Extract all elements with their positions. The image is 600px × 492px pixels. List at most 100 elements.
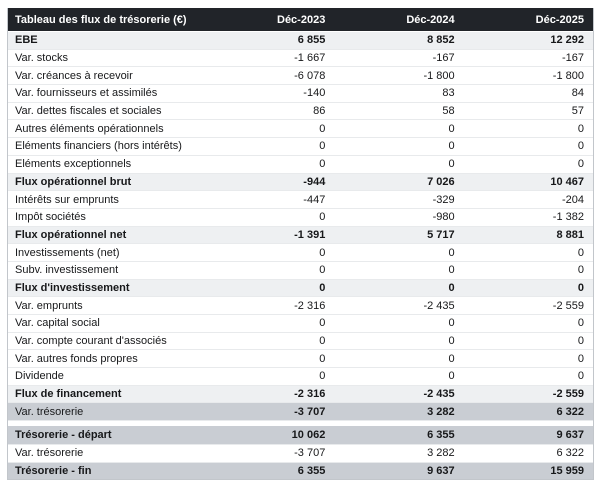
row-value: 12 292 — [550, 34, 584, 47]
row-value: -980 — [432, 211, 455, 224]
row-value: -1 800 — [552, 69, 584, 82]
row-value: 6 355 — [427, 428, 455, 441]
row-value: 0 — [448, 158, 455, 171]
row-value: 0 — [319, 140, 326, 153]
row-value: 0 — [319, 122, 326, 135]
table-header-row: Tableau des flux de trésorerie (€) Déc-2… — [8, 8, 593, 31]
row-value: -1 391 — [294, 228, 326, 241]
row-value: 58 — [442, 105, 455, 118]
row-value: 0 — [319, 317, 326, 330]
row-value: 9 637 — [556, 428, 584, 441]
row-value: -447 — [303, 193, 326, 206]
table-row: Var. autres fonds propres 0 0 0 — [8, 349, 593, 368]
row-label: Var. capital social — [15, 317, 100, 330]
table-row: Trésorerie - départ 10 062 6 355 9 637 — [8, 426, 593, 444]
row-value: 0 — [448, 335, 455, 348]
table-row: Trésorerie - fin 6 355 9 637 15 959 — [8, 461, 593, 480]
row-value: 0 — [577, 352, 584, 365]
row-value: 6 322 — [556, 447, 584, 460]
row-label: Var. dettes fiscales et sociales — [15, 105, 162, 118]
row-label: Var. créances à recevoir — [15, 69, 133, 82]
row-value: 57 — [571, 105, 584, 118]
row-label: Var. trésorerie — [15, 405, 84, 418]
row-label: Trésorerie - fin — [15, 464, 92, 477]
row-label: Autres éléments opérationnels — [15, 122, 164, 135]
row-value: 0 — [577, 264, 584, 277]
row-label: Flux opérationnel brut — [15, 175, 132, 188]
table-summary-section: Trésorerie - départ 10 062 6 355 9 637 V… — [8, 426, 593, 480]
row-value: 0 — [319, 281, 326, 294]
row-value: -6 078 — [294, 69, 326, 82]
table-row: Autres éléments opérationnels 0 0 0 — [8, 119, 593, 138]
row-value: 0 — [448, 140, 455, 153]
row-value: 0 — [577, 158, 584, 171]
row-label: Eléments exceptionnels — [15, 158, 132, 171]
row-value: -2 435 — [423, 388, 455, 401]
row-label: Flux de financement — [15, 388, 122, 401]
row-label: Investissements (net) — [15, 246, 120, 259]
row-label: Trésorerie - départ — [15, 428, 112, 441]
row-label: Var. compte courant d'associés — [15, 335, 167, 348]
row-value: 0 — [577, 370, 584, 383]
row-value: -944 — [303, 175, 326, 188]
row-value: 6 322 — [556, 405, 584, 418]
table-row: Var. dettes fiscales et sociales 86 58 5… — [8, 101, 593, 120]
row-value: 0 — [319, 158, 326, 171]
row-value: 0 — [577, 317, 584, 330]
column-header-dec-2024: Déc-2024 — [406, 13, 455, 26]
table-row: Var. emprunts -2 316 -2 435 -2 559 — [8, 296, 593, 314]
table-row: EBE 6 855 8 852 12 292 — [8, 31, 593, 49]
row-value: 86 — [313, 105, 326, 118]
row-value: -1 667 — [294, 52, 326, 65]
table-row: Eléments exceptionnels 0 0 0 — [8, 154, 593, 173]
row-value: 0 — [577, 335, 584, 348]
row-value: 84 — [571, 87, 584, 100]
row-value: -2 559 — [552, 388, 584, 401]
row-label: Flux opérationnel net — [15, 228, 127, 241]
row-label: Var. fournisseurs et assimilés — [15, 87, 158, 100]
table-row: Var. compte courant d'associés 0 0 0 — [8, 331, 593, 350]
row-label: Dividende — [15, 370, 64, 383]
row-label: Var. trésorerie — [15, 447, 84, 460]
row-label: Var. emprunts — [15, 299, 83, 312]
row-value: 0 — [577, 140, 584, 153]
row-value: 0 — [448, 246, 455, 259]
table-row: Subv. investissement 0 0 0 — [8, 260, 593, 279]
row-label: Eléments financiers (hors intérêts) — [15, 140, 182, 153]
row-value: -167 — [432, 52, 455, 65]
row-value: 10 467 — [550, 175, 584, 188]
row-value: 7 026 — [427, 175, 455, 188]
row-value: 6 355 — [297, 464, 326, 477]
row-value: -2 559 — [552, 299, 584, 312]
table-body: EBE 6 855 8 852 12 292 Var. stocks -1 66… — [8, 31, 593, 421]
row-value: 5 717 — [427, 228, 455, 241]
table-row: Impôt sociétés 0 -980 -1 382 — [8, 207, 593, 226]
row-value: -2 435 — [423, 299, 455, 312]
row-value: 0 — [448, 264, 455, 277]
table-title: Tableau des flux de trésorerie (€) — [15, 13, 187, 26]
table-row: Var. stocks -1 667 -167 -167 — [8, 48, 593, 67]
row-value: -2 316 — [294, 299, 326, 312]
table-row: Flux de financement -2 316 -2 435 -2 559 — [8, 384, 593, 403]
table-row: Dividende 0 0 0 — [8, 367, 593, 385]
row-value: 0 — [448, 317, 455, 330]
row-label: EBE — [15, 34, 38, 47]
row-value: -329 — [432, 193, 455, 206]
row-value: 0 — [577, 281, 584, 294]
table-row: Flux opérationnel net -1 391 5 717 8 881 — [8, 225, 593, 244]
table-row: Flux d'investissement 0 0 0 — [8, 278, 593, 297]
table-row: Var. fournisseurs et assimilés -140 83 8… — [8, 84, 593, 102]
row-value: 10 062 — [291, 428, 326, 441]
row-value: 0 — [319, 246, 326, 259]
row-value: 8 852 — [427, 34, 455, 47]
row-value: -140 — [303, 87, 326, 100]
row-value: 0 — [448, 122, 455, 135]
cashflow-table: Tableau des flux de trésorerie (€) Déc-2… — [7, 8, 594, 481]
row-label: Impôt sociétés — [15, 211, 86, 224]
row-value: 3 282 — [427, 447, 455, 460]
column-header-dec-2025: Déc-2025 — [535, 13, 584, 26]
row-label: Subv. investissement — [15, 264, 119, 277]
row-value: -1 800 — [423, 69, 455, 82]
table-row: Var. créances à recevoir -6 078 -1 800 -… — [8, 66, 593, 85]
